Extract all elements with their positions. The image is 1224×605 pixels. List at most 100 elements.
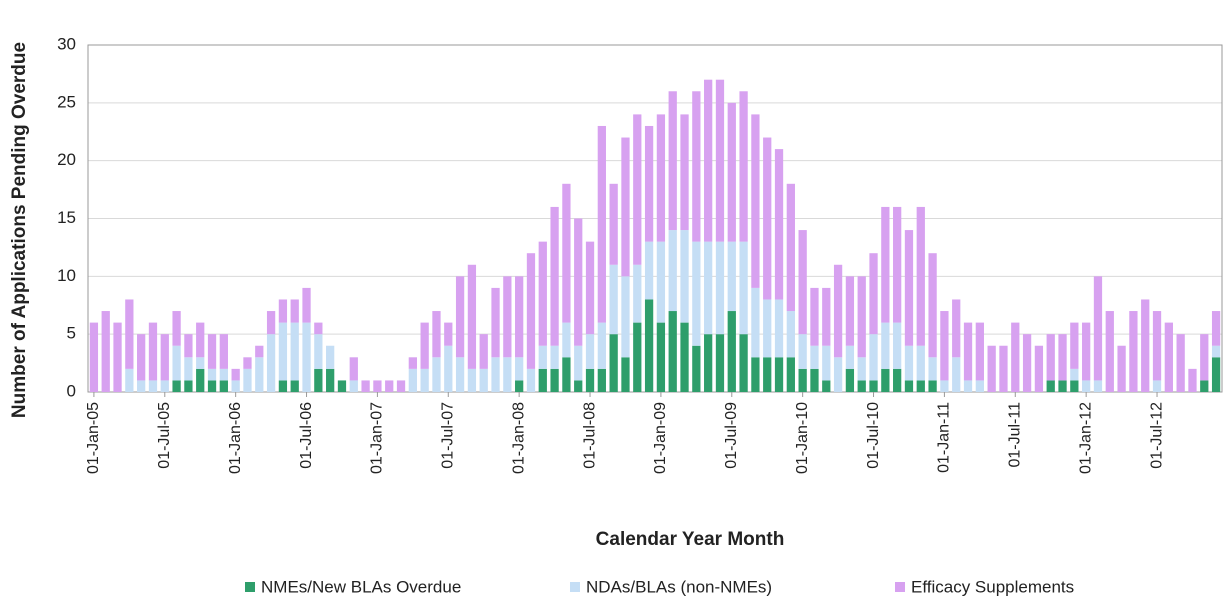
bar-segment [928, 253, 937, 358]
bar-segment [975, 380, 984, 392]
x-tick-label: 01-Jan-05 [85, 402, 102, 474]
bar-segment [597, 322, 606, 369]
bar-segment [822, 345, 831, 381]
bar-segment [727, 102, 736, 242]
bar-segment [916, 206, 925, 346]
bar-segment [432, 357, 441, 392]
bar-segment [845, 345, 855, 369]
bar-segment [196, 357, 205, 369]
bar-segment [1070, 380, 1079, 392]
bar-segment [243, 368, 252, 392]
bar-segment [904, 230, 914, 346]
bar-segment [881, 322, 890, 369]
bar-segment [196, 322, 205, 358]
bar-segment [810, 368, 819, 392]
bar-segment [857, 276, 866, 358]
bar-segment [763, 299, 772, 358]
bar-segment [255, 357, 264, 392]
bar-segment [302, 322, 311, 392]
bar-segment [704, 79, 713, 242]
bar-segment [621, 357, 630, 392]
x-tick-label: 01-Jan-08 [510, 402, 527, 474]
bar-segment [609, 264, 618, 335]
bar-segment [432, 311, 441, 358]
bar-segment [160, 380, 169, 392]
bar-segment [633, 322, 642, 392]
bar-segment [278, 322, 288, 381]
bar-segment [1141, 299, 1150, 392]
bar-segment [833, 264, 843, 358]
legend-swatch [895, 582, 905, 592]
bar-segment [491, 287, 500, 358]
bar-segment [1082, 322, 1091, 381]
bar-segment [715, 241, 725, 335]
bar-segment [1188, 368, 1197, 392]
bar-segment [774, 299, 784, 358]
bar-segment [326, 345, 335, 369]
x-tick-label: 01-Jan-10 [794, 402, 811, 474]
x-tick-label: 01-Jan-11 [936, 402, 953, 473]
bar-segment [928, 380, 937, 392]
bar-segment [621, 276, 630, 358]
x-tick-label: 01-Jul-08 [581, 402, 598, 469]
bar-segment [1211, 345, 1221, 358]
bar-segment [715, 334, 725, 392]
bar-segment [1046, 380, 1055, 392]
bar-segment [349, 380, 358, 392]
bar-segment [455, 357, 465, 392]
bar-segment [845, 368, 855, 392]
bar-segment [668, 91, 677, 231]
bar-segment [763, 357, 772, 392]
bar-segment [1022, 334, 1032, 392]
bar-segment [845, 276, 855, 346]
bar-segment [1211, 357, 1221, 392]
bar-segment [1152, 311, 1162, 381]
bar-segment [337, 380, 347, 392]
bar-segment [455, 276, 465, 358]
bar-segment [869, 253, 878, 335]
bar-segment [172, 380, 181, 392]
bar-segment [869, 334, 878, 381]
bar-segment [1093, 276, 1103, 381]
bar-segment [385, 380, 394, 392]
bar-segment [231, 380, 240, 392]
x-tick-label: 01-Jan-06 [227, 402, 244, 474]
bar-segment [786, 183, 795, 312]
bar-segment [786, 311, 795, 358]
bar-segment [680, 114, 689, 231]
bar-segment [1070, 368, 1079, 381]
bar-segment [751, 357, 760, 392]
bar-segment [160, 334, 169, 381]
bar-segment [1117, 345, 1126, 392]
bar-segment [656, 322, 666, 392]
bar-segment [1200, 380, 1209, 392]
bar-segment [644, 299, 654, 392]
bar-segment [1200, 334, 1209, 381]
bar-segment [881, 368, 890, 392]
bar-segment [515, 276, 524, 358]
bar-segment [314, 322, 323, 335]
bar-segment [396, 380, 406, 392]
bar-segment [278, 380, 288, 392]
bar-segment [408, 368, 417, 392]
bar-segment [184, 334, 193, 358]
x-tick-label: 01-Jul-09 [723, 402, 740, 469]
bar-segment [550, 206, 559, 346]
bar-segment [893, 206, 902, 323]
bar-segment [125, 299, 134, 369]
bar-segment [550, 368, 559, 392]
bar-segment [916, 380, 925, 392]
bar-segment [1058, 380, 1067, 392]
bar-segment [739, 241, 748, 335]
bar-segment [373, 380, 382, 392]
bar-segment [148, 380, 158, 392]
bar-segment [550, 345, 559, 369]
bar-segment [751, 114, 760, 288]
y-tick-label: 15 [57, 208, 76, 227]
bar-segment [1211, 311, 1221, 346]
bar-segment [1129, 311, 1138, 392]
bar-segment [727, 241, 736, 312]
bar-segment [786, 357, 795, 392]
bar-segment [597, 368, 606, 392]
bar-segment [314, 334, 323, 369]
